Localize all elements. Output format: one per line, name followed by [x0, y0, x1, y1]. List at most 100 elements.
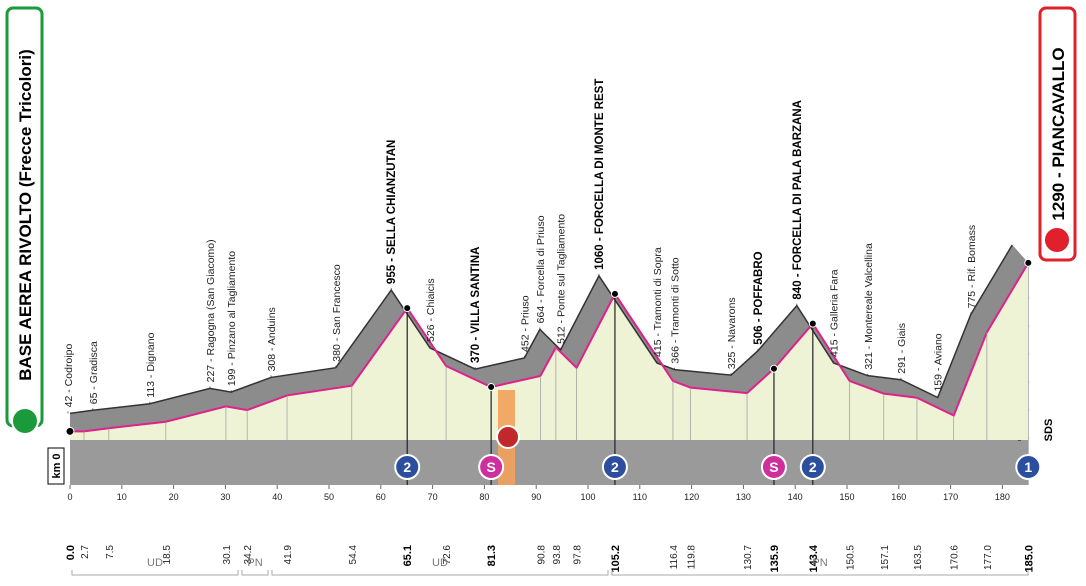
- km-tick-label: 20: [169, 492, 179, 502]
- km-tick-label: 90: [531, 492, 541, 502]
- waypoint-label: 955 - SELLA CHIANZUTAN: [386, 140, 398, 284]
- start-label: BASE AEREA RIVOLTO (Frecce Tricolori): [16, 49, 35, 381]
- waypoint-km: 65.1: [402, 545, 414, 566]
- waypoint-km: 170.6: [950, 545, 961, 570]
- profile-top: [70, 244, 1029, 432]
- waypoint-label: 308 - Anduins: [266, 307, 278, 371]
- sprint-badge: [760, 454, 787, 480]
- waypoint-km: 34.2: [243, 545, 254, 565]
- km-tick-label: 110: [633, 492, 647, 502]
- finish-label: 1290 - PIANCAVALLO: [1049, 47, 1068, 220]
- waypoint-label: 840 - FORCELLA DI PALA BARZANA: [792, 100, 804, 300]
- waypoint-label: 42 - Codroipo: [63, 344, 75, 408]
- waypoint-label: 1060 - FORCELLA DI MONTE REST: [594, 79, 606, 270]
- waypoint-km: 150.5: [846, 545, 857, 570]
- province-label: PN: [812, 557, 827, 569]
- start-icon: [11, 407, 39, 435]
- km-tick-label: 120: [684, 492, 699, 502]
- waypoint-label: 159 - Aviano: [933, 333, 945, 391]
- province-label: UD: [147, 557, 163, 569]
- waypoint-label: 506 - POFFABRO: [753, 251, 765, 344]
- climb-badge: [799, 454, 826, 480]
- waypoint-label: 199 - Pinzano al Tagliamento: [226, 251, 238, 386]
- km-tick-label: 70: [428, 492, 438, 502]
- climb-category: 2: [611, 459, 619, 475]
- km0-badge: km 0: [51, 453, 63, 478]
- waypoint-label: 321 - Montereale Valcellina: [863, 243, 875, 370]
- feed-icon: [496, 425, 520, 449]
- km-tick-label: 160: [891, 492, 906, 502]
- waypoint-label: 370 - VILLA SANTINA: [470, 247, 482, 364]
- km-tick-label: 170: [943, 492, 958, 502]
- waypoint-km: 135.9: [769, 545, 781, 573]
- waypoint-label: 452 - Priuso: [519, 295, 531, 352]
- waypoint-km: 163.5: [913, 545, 924, 570]
- sprint-badge: [478, 454, 505, 480]
- km-tick-label: 60: [376, 492, 386, 502]
- waypoint-km: 177.0: [983, 545, 994, 570]
- waypoint-label: 380 - San Francesco: [331, 264, 343, 362]
- km-tick-label: 150: [839, 492, 854, 502]
- km-tick-label: 80: [479, 492, 489, 502]
- waypoint-label: 65 - Gradisca: [88, 341, 100, 404]
- province-bracket: [611, 570, 1029, 576]
- key-point: [487, 383, 496, 392]
- start-km: 0.0: [65, 545, 77, 560]
- waypoint-km: 130.7: [743, 545, 754, 570]
- km-tick-label: 130: [736, 492, 751, 502]
- waypoint-km: 185.0: [1023, 545, 1035, 573]
- waypoint-km: 143.4: [808, 544, 820, 572]
- ground: [70, 440, 1029, 485]
- waypoint-label: 415 - Galleria Fara: [829, 269, 841, 357]
- waypoint-km: 2.7: [80, 545, 91, 559]
- finish-box: [1038, 6, 1077, 262]
- climb-category: 2: [809, 459, 817, 475]
- waypoint-km: 116.4: [669, 545, 680, 570]
- waypoint-km: 7.5: [105, 545, 116, 559]
- province-bracket: [71, 570, 239, 576]
- km-tick-label: 40: [272, 492, 282, 502]
- waypoint-label: 664 - Forcella di Priuso: [535, 215, 547, 323]
- km-tick-label: 10: [117, 492, 127, 502]
- key-point: [610, 289, 619, 298]
- km-tick-label: 50: [324, 492, 334, 502]
- waypoint-label: 113 - Dignano: [145, 332, 157, 397]
- waypoint-km: 81.3: [486, 545, 498, 566]
- waypoint-label: 366 - Tramonti di Sotto: [670, 257, 682, 363]
- key-point: [769, 364, 778, 373]
- climb-badge: [394, 454, 421, 480]
- waypoint-km: 157.1: [880, 545, 891, 570]
- profile-face: [70, 262, 1029, 440]
- waypoint-km: 54.4: [348, 545, 359, 565]
- waypoint-km: 30.1: [222, 545, 233, 565]
- km0-badge-bg: [47, 447, 65, 485]
- waypoint-km: 105.2: [610, 545, 622, 573]
- waypoint-km: 72.6: [442, 545, 453, 565]
- waypoint-label: 526 - Chiaicis: [425, 278, 437, 342]
- start-point: [65, 426, 75, 436]
- waypoint-km: 41.9: [283, 545, 294, 565]
- key-point: [403, 304, 412, 313]
- waypoint-km: 97.8: [573, 545, 584, 565]
- waypoint-km: 90.8: [536, 545, 547, 565]
- province-bracket: [241, 570, 269, 576]
- province-bracket: [271, 570, 609, 576]
- km-tick-label: 100: [580, 492, 595, 502]
- waypoint-km: 18.5: [162, 545, 173, 565]
- waypoint-label: 512 - Ponte sul Tagliamento: [556, 214, 568, 344]
- waypoint-label: 325 - Navarons: [726, 297, 738, 369]
- km-tick-label: 180: [995, 492, 1010, 502]
- climb-category: 2: [403, 459, 411, 475]
- km-tick-label: 140: [788, 492, 803, 502]
- waypoint-label: 291 - Giais: [896, 323, 908, 374]
- key-point: [1024, 258, 1033, 267]
- waypoint-label: 227 - Ragogna (San Giacomo): [205, 239, 217, 382]
- sprint-label: S: [769, 459, 778, 475]
- km-tick-label: 30: [220, 492, 230, 502]
- climb-badge: [1015, 454, 1042, 480]
- waypoint-label: 775 - Rif. Bomass: [966, 225, 978, 308]
- km-tick-label: 0: [67, 492, 72, 502]
- key-point: [808, 319, 817, 328]
- finish-icon: [1043, 226, 1071, 254]
